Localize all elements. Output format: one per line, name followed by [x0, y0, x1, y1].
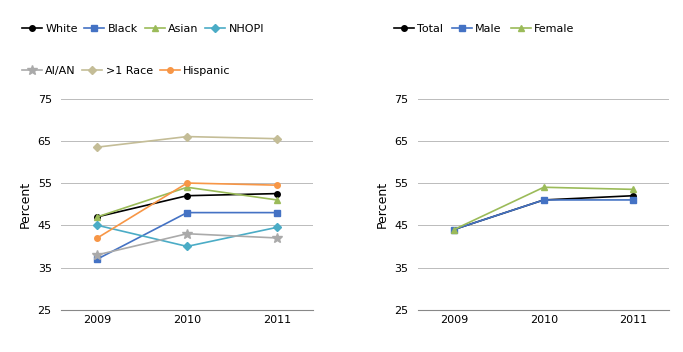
- NHOPI: [183, 244, 191, 249]
- White: [94, 215, 102, 219]
- Y-axis label: Percent: Percent: [376, 181, 389, 228]
- Total: [629, 194, 637, 198]
- Female: [540, 185, 548, 189]
- Line: Total: Total: [451, 193, 637, 232]
- NHOPI: [273, 225, 281, 230]
- Asian: [94, 215, 102, 219]
- White: [273, 191, 281, 196]
- Y-axis label: Percent: Percent: [19, 181, 32, 228]
- AI/AN: [94, 253, 102, 257]
- Line: NHOPI: NHOPI: [94, 222, 279, 249]
- Black: [183, 210, 191, 215]
- Black: [273, 210, 281, 215]
- AI/AN: [273, 236, 281, 240]
- Black: [94, 257, 102, 261]
- Line: Female: Female: [451, 184, 637, 233]
- Total: [450, 227, 458, 232]
- Asian: [183, 185, 191, 189]
- White: [183, 194, 191, 198]
- Total: [540, 198, 548, 202]
- Female: [450, 227, 458, 232]
- >1 Race: [273, 137, 281, 141]
- Male: [540, 198, 548, 202]
- Hispanic: [94, 236, 102, 240]
- Hispanic: [273, 183, 281, 187]
- Legend: AI/AN, >1 Race, Hispanic: AI/AN, >1 Race, Hispanic: [22, 66, 230, 76]
- >1 Race: [94, 145, 102, 149]
- Hispanic: [183, 181, 191, 185]
- Line: >1 Race: >1 Race: [94, 134, 279, 150]
- Legend: Total, Male, Female: Total, Male, Female: [393, 24, 574, 34]
- Asian: [273, 198, 281, 202]
- Line: Hispanic: Hispanic: [94, 180, 279, 241]
- Male: [450, 227, 458, 232]
- Line: Male: Male: [451, 197, 637, 232]
- AI/AN: [183, 232, 191, 236]
- Line: White: White: [94, 191, 279, 220]
- NHOPI: [94, 223, 102, 227]
- >1 Race: [183, 134, 191, 139]
- Female: [629, 187, 637, 191]
- Line: Asian: Asian: [94, 184, 280, 220]
- Line: AI/AN: AI/AN: [92, 229, 281, 260]
- Male: [629, 198, 637, 202]
- Line: Black: Black: [94, 210, 279, 262]
